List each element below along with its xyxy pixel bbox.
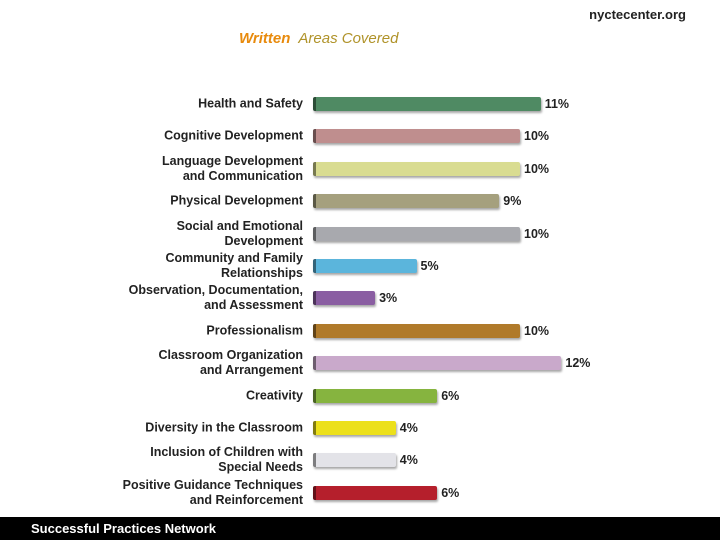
bar <box>313 388 438 403</box>
category-label: Classroom Organization and Arrangement <box>158 348 303 378</box>
value-label: 10% <box>524 226 550 241</box>
value-label: 6% <box>441 388 460 403</box>
bar <box>313 421 396 435</box>
value-label: 6% <box>441 485 460 500</box>
value-label: 9% <box>503 194 522 209</box>
bar <box>313 291 376 306</box>
bar <box>313 453 396 468</box>
title-highlight: Written <box>239 30 291 47</box>
category-label: Physical Development <box>170 193 303 208</box>
value-label: 3% <box>379 291 398 306</box>
bar <box>313 323 520 338</box>
value-label: 4% <box>399 453 418 468</box>
site-name: nyctecenter.org <box>589 7 686 22</box>
category-label: Health and Safety <box>198 96 303 111</box>
category-label: Inclusion of Children with Special Needs <box>150 445 303 475</box>
bar <box>313 161 520 176</box>
bar <box>313 485 438 500</box>
category-label: Positive Guidance Techniques and Reinfor… <box>122 477 303 507</box>
bar <box>313 129 520 144</box>
chart-title: Written Areas Covered <box>239 30 398 47</box>
footer-text: Successful Practices Network <box>31 521 216 536</box>
category-label: Creativity <box>246 388 303 403</box>
category-label: Observation, Documentation, and Assessme… <box>128 283 303 313</box>
bar <box>313 194 500 209</box>
bar <box>313 226 520 241</box>
footer-bar: Successful Practices Network <box>0 517 720 540</box>
category-label: Cognitive Development <box>164 128 303 143</box>
category-label: Professionalism <box>206 323 303 338</box>
value-label: 12% <box>565 356 591 371</box>
category-label: Community and Family Relationships <box>165 251 303 280</box>
bar <box>313 356 562 371</box>
value-label: 10% <box>524 129 550 144</box>
value-label: 10% <box>524 323 550 338</box>
value-label: 4% <box>399 421 418 435</box>
chart: Health and Safety 11% Cognitive Developmen… <box>122 96 591 507</box>
value-label: 10% <box>524 161 550 176</box>
title-text: Areas Covered <box>298 30 399 47</box>
category-label: Social and Emotional Development <box>176 218 303 248</box>
category-label: Diversity in the Classroom <box>145 420 303 435</box>
bar <box>313 259 417 273</box>
bar <box>313 97 541 111</box>
category-label: Language Development and Communication <box>162 153 303 183</box>
value-label: 11% <box>544 97 570 111</box>
value-label: 5% <box>420 259 439 273</box>
